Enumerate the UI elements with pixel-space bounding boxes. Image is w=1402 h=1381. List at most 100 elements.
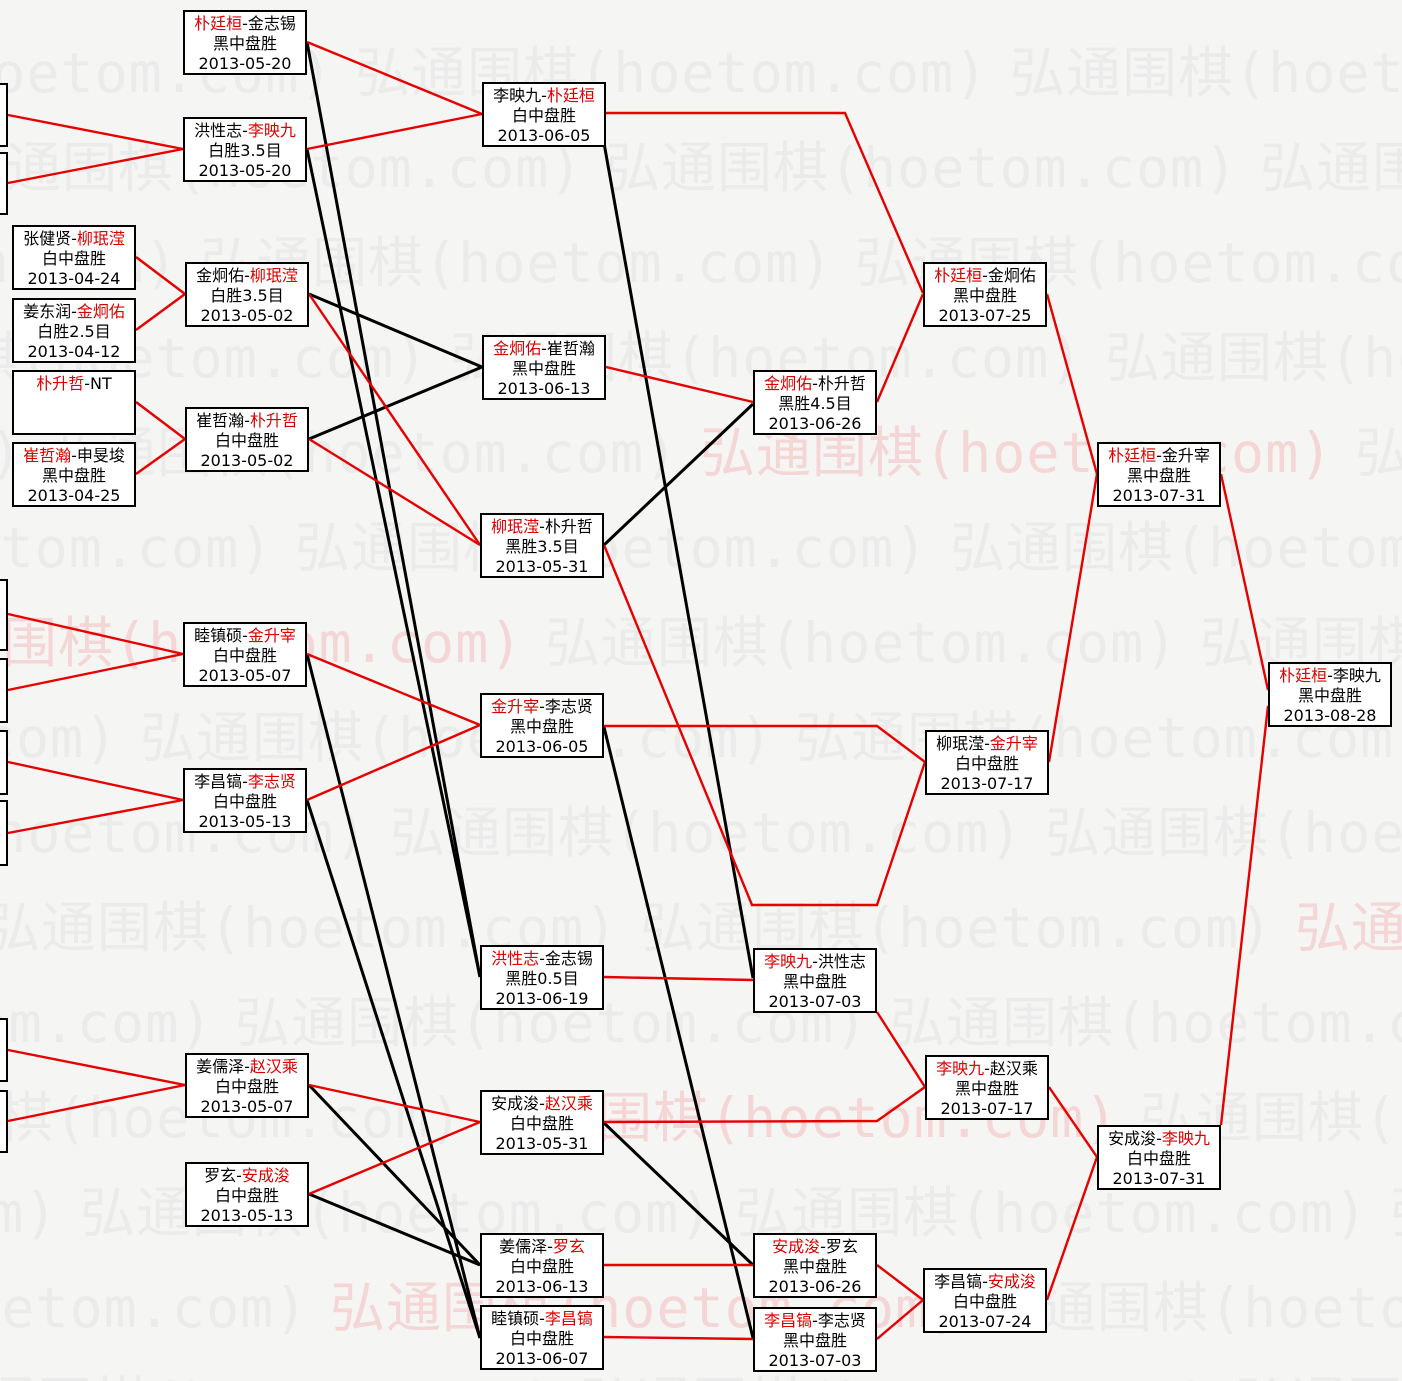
winner-advance-line — [606, 111, 925, 294]
winner-advance-line — [875, 1011, 927, 1088]
name-separator: - — [242, 626, 248, 645]
match-result: 白中盘胜 — [509, 1114, 574, 1133]
match-box-partial — [0, 658, 8, 723]
match-players: 安成浚-罗玄 — [755, 1237, 875, 1257]
match-date: 2013-05-20 — [198, 54, 292, 73]
match-result: 黑中盘胜 — [509, 717, 574, 736]
match-result: 黑胜3.5目 — [505, 537, 579, 556]
match-box: 金升宰-李志贤 黑中盘胜 2013-06-05 — [480, 693, 604, 758]
match-box: 睦镇硕-李昌镐 白中盘胜 2013-06-07 — [480, 1305, 604, 1370]
match-box: 李昌镐-李志贤 白中盘胜 2013-05-13 — [183, 768, 307, 833]
match-result: 白胜2.5目 — [37, 322, 111, 341]
player-name: 朴升哲 — [817, 374, 866, 393]
match-box-partial — [0, 83, 8, 147]
player-name: 金升宰 — [247, 626, 296, 645]
watermark-text: 弘通围棋(hoetom.com) — [0, 706, 119, 770]
name-separator: - — [1327, 666, 1333, 685]
winner-advance-line — [7, 113, 184, 151]
player-name: 安成浚 — [772, 1237, 821, 1256]
winner-advance-line — [1047, 473, 1099, 763]
name-separator: - — [71, 302, 77, 321]
player-name: 李昌镐 — [194, 772, 243, 791]
winner-advance-line — [308, 437, 481, 547]
match-result: 黑中盘胜 — [1297, 686, 1362, 705]
winner-advance-line — [1219, 705, 1270, 1126]
match-players: 李映九-赵汉乘 — [927, 1059, 1047, 1079]
match-box: 李映九-朴廷桓 白中盘胜 2013-06-05 — [482, 82, 606, 147]
match-box-partial — [0, 152, 8, 215]
winner-advance-line — [7, 1083, 186, 1123]
player-name: 朴廷桓 — [934, 266, 983, 285]
player-name: 金炯佑 — [493, 339, 542, 358]
player-name: 金炯佑 — [76, 302, 125, 321]
player-name: 安成浚 — [491, 1094, 540, 1113]
winner-advance-line — [135, 293, 186, 331]
watermark-text: 弘通围棋(hoetom.com) — [390, 801, 1024, 865]
match-date: 2013-06-13 — [497, 379, 591, 398]
player-name: 安成浚 — [987, 1272, 1036, 1291]
player-name: 罗玄 — [552, 1237, 585, 1256]
match-players: 李映九-洪性志 — [755, 952, 875, 972]
name-separator: - — [982, 266, 988, 285]
player-name: 金志锡 — [247, 14, 296, 33]
name-separator: - — [539, 949, 545, 968]
name-separator: - — [539, 1309, 545, 1328]
name-separator: - — [244, 1057, 250, 1076]
winner-advance-line — [875, 293, 925, 403]
match-date: 2013-05-31 — [495, 557, 589, 576]
player-name: 赵汉乘 — [544, 1094, 593, 1113]
player-name: 李昌镐 — [544, 1309, 593, 1328]
match-box: 姜儒泽-罗玄 白中盘胜 2013-06-13 — [480, 1233, 604, 1298]
loser-drop-line — [305, 653, 482, 1339]
match-result: 黑中盘胜 — [952, 286, 1017, 305]
watermark-text: 弘通围棋(hoetom.com) — [1045, 801, 1402, 865]
match-box: 崔哲瀚-申旻埈 黑中盘胜 2013-04-25 — [12, 442, 136, 507]
match-players: 安成浚-赵汉乘 — [482, 1094, 602, 1114]
match-result: 黑胜4.5目 — [778, 394, 852, 413]
player-name: 李志贤 — [247, 772, 296, 791]
watermark-text: 弘通围棋(hoetom.com) — [1010, 41, 1402, 105]
match-date: 2013-06-05 — [497, 126, 591, 145]
player-name: 柳珉滢 — [76, 229, 125, 248]
match-box: 朴廷桓-李映九 黑中盘胜 2013-08-28 — [1268, 662, 1392, 727]
player-name: 朴廷桓 — [546, 86, 595, 105]
match-date: 2013-05-13 — [198, 812, 292, 831]
player-name: 崔哲瀚 — [546, 339, 595, 358]
match-result: 白中盘胜 — [1126, 1149, 1191, 1168]
loser-drop-line — [308, 1192, 481, 1267]
match-date: 2013-06-13 — [495, 1277, 589, 1296]
watermark-text: 弘通围棋(hoetom.com) — [0, 1358, 558, 1381]
name-separator: - — [242, 14, 248, 33]
match-box: 洪性志-金志锡 黑胜0.5目 2013-06-19 — [480, 945, 604, 1010]
winner-advance-line — [306, 723, 481, 802]
match-players: 姜儒泽-赵汉乘 — [187, 1057, 307, 1077]
match-result: 黑中盘胜 — [782, 1331, 847, 1350]
winner-advance-line — [876, 1299, 924, 1340]
watermark-text: 弘通围棋(hoetom.com) — [0, 1276, 309, 1340]
player-name: 金升宰 — [1161, 446, 1210, 465]
name-separator: - — [539, 1094, 545, 1113]
watermark-text: 弘通围棋(hoetom.com) — [605, 136, 1239, 200]
name-separator: - — [820, 1237, 826, 1256]
match-players: 金炯佑-崔哲瀚 — [484, 339, 604, 359]
match-date: 2013-07-17 — [940, 1099, 1034, 1118]
player-name: 金升宰 — [989, 734, 1038, 753]
watermark-text: 弘通围棋(hoetom.com) — [1295, 896, 1402, 960]
player-name: 李映九 — [764, 952, 813, 971]
winner-advance-line — [1045, 1156, 1099, 1301]
match-box: 洪性志-李映九 白胜3.5目 2013-05-20 — [183, 117, 307, 182]
winner-advance-line — [308, 1083, 481, 1124]
name-separator: - — [541, 339, 547, 358]
player-name: 崔哲瀚 — [196, 411, 245, 430]
watermark-text: 弘通围棋(hoetom.com) — [1235, 1358, 1402, 1381]
watermark-text: 弘通围棋(hoetom.com) — [0, 991, 214, 1055]
match-box: 李映九-赵汉乘 黑中盘胜 2013-07-17 — [925, 1055, 1049, 1120]
match-box: 朴廷桓-金炯佑 黑中盘胜 2013-07-25 — [923, 262, 1047, 327]
player-name: 申旻埈 — [76, 446, 125, 465]
player-name: 李昌镐 — [934, 1272, 983, 1291]
winner-advance-line — [1048, 1086, 1098, 1158]
player-name: 李映九 — [1332, 666, 1381, 685]
loser-drop-line — [602, 402, 755, 547]
loser-drop-line — [308, 292, 483, 369]
match-players: 朴升哲-NT — [14, 374, 134, 394]
